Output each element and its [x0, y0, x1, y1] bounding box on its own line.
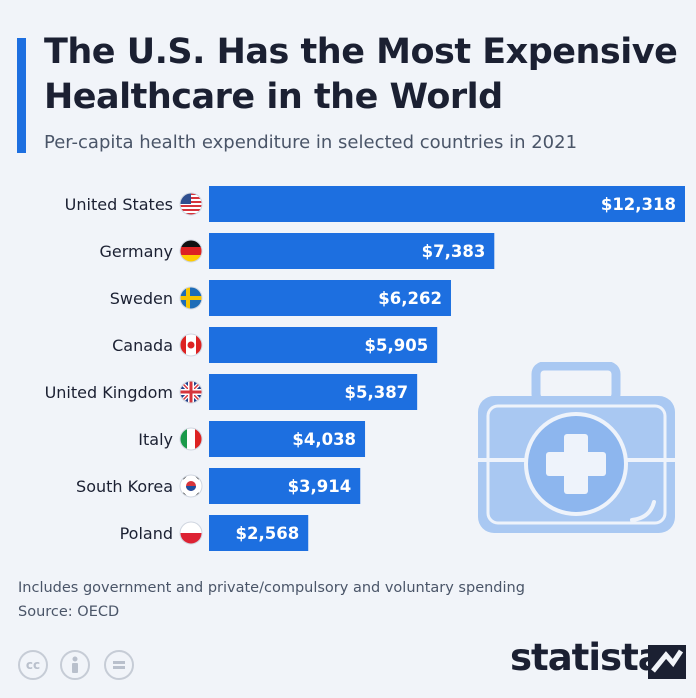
- bar-sweden: [209, 280, 451, 316]
- category-label: Canada: [112, 336, 173, 355]
- value-label: $2,568: [236, 524, 300, 543]
- bar-united-kingdom: [209, 374, 418, 410]
- value-label: $4,038: [292, 430, 356, 449]
- bar-canada: [209, 327, 438, 363]
- south-korea-flag-icon: [179, 474, 203, 498]
- category-label: Germany: [99, 242, 173, 261]
- medical-kit-icon: [478, 362, 675, 533]
- us-flag-icon: [179, 192, 203, 216]
- footnote: Includes government and private/compulso…: [18, 580, 525, 596]
- statista-logo-mark: [648, 645, 686, 679]
- bar-germany: [209, 233, 495, 269]
- statista-logo[interactable]: statista: [510, 636, 663, 679]
- bar-poland: [209, 515, 309, 551]
- attribution-icon[interactable]: [60, 650, 90, 680]
- category-label: United States: [65, 195, 173, 214]
- bar-chart: $12,318 United States $7,383 Germany $6,262 S…: [45, 186, 685, 551]
- category-label: Sweden: [110, 289, 173, 308]
- value-label: $3,914: [288, 477, 352, 496]
- value-label: $5,905: [365, 336, 429, 355]
- bar-south-korea: [209, 468, 361, 504]
- value-label: $5,387: [344, 383, 408, 402]
- sweden-flag-icon: [179, 286, 203, 310]
- category-label: South Korea: [76, 477, 173, 496]
- category-label: United Kingdom: [45, 383, 173, 402]
- value-label: $6,262: [378, 289, 442, 308]
- value-label: $12,318: [601, 195, 676, 214]
- source-note: Source: OECD: [18, 604, 120, 620]
- poland-flag-icon: [179, 521, 203, 545]
- bar-united-states: [209, 186, 685, 222]
- category-label: Italy: [138, 430, 173, 449]
- title-accent-bar: [17, 38, 26, 153]
- uk-flag-icon: [179, 380, 203, 404]
- canada-flag-icon: [179, 333, 203, 357]
- value-label: $7,383: [422, 242, 486, 261]
- germany-flag-icon: [179, 239, 203, 263]
- no-derivatives-icon[interactable]: [104, 650, 134, 680]
- chart-title: The U.S. Has the Most Expensive Healthca…: [44, 32, 678, 117]
- chart-subtitle: Per-capita health expenditure in selecte…: [44, 132, 578, 153]
- creative-commons-icon[interactable]: cc: [18, 650, 48, 680]
- italy-flag-icon: [179, 427, 203, 451]
- category-label: Poland: [120, 524, 173, 543]
- bar-italy: [209, 421, 366, 457]
